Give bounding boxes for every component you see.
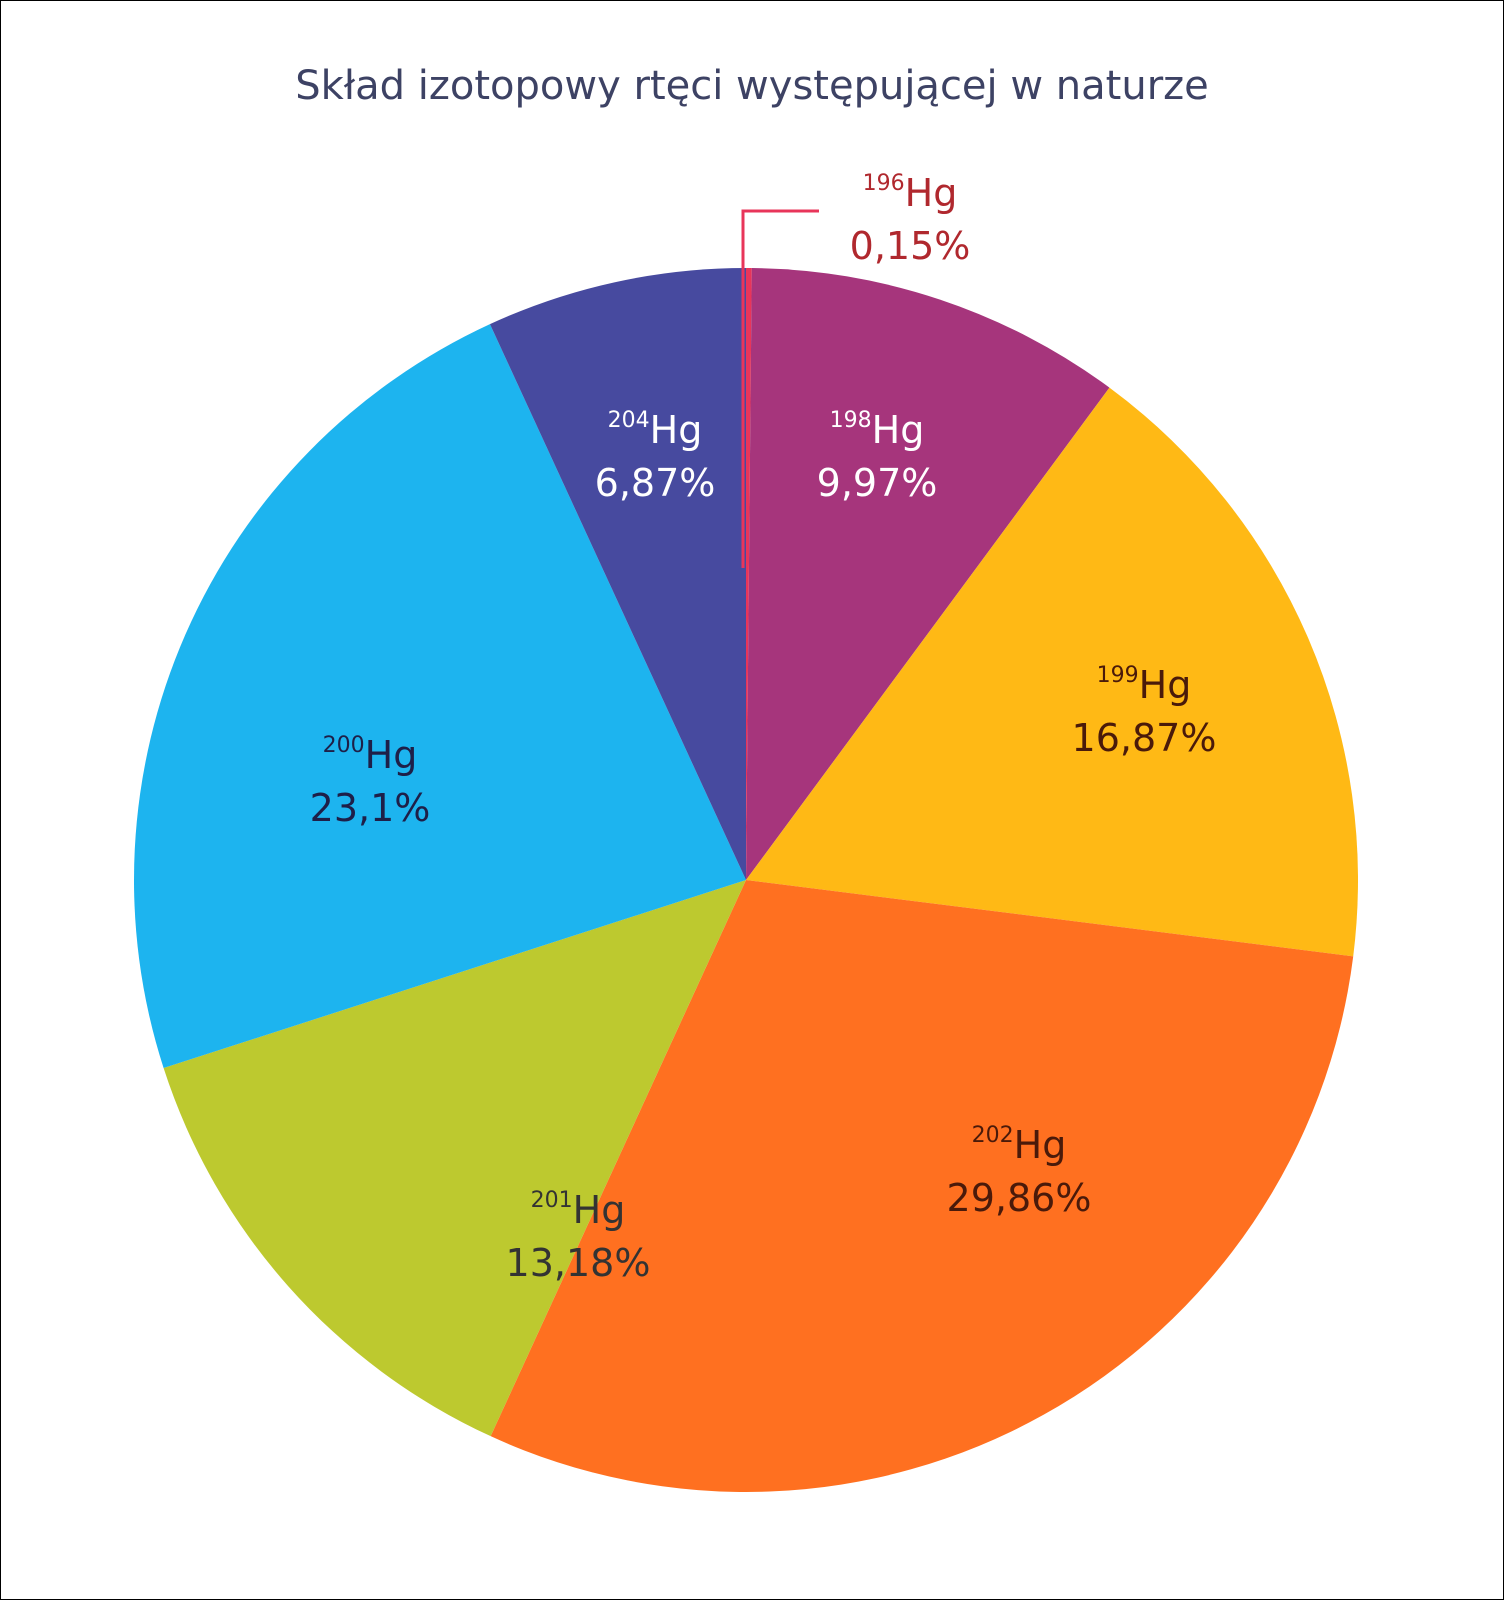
- pie-slice-200hg: [134, 324, 747, 1069]
- mass-number: 198: [830, 408, 872, 433]
- pie-slice-199hg: [746, 387, 1358, 957]
- pie-slice-201hg: [163, 880, 746, 1437]
- element-symbol: Hg: [1139, 663, 1192, 707]
- mass-number: 201: [531, 1188, 573, 1213]
- isotope-label-204: 204Hg: [608, 408, 703, 452]
- element-symbol: Hg: [650, 408, 703, 452]
- percent-label-200: 23,1%: [310, 786, 431, 830]
- element-symbol: Hg: [905, 171, 958, 215]
- percent-label-204: 6,87%: [595, 461, 716, 505]
- pie-slice-198hg: [746, 268, 1110, 880]
- mass-number: 200: [323, 733, 365, 758]
- element-symbol: Hg: [1014, 1123, 1067, 1167]
- isotope-label-196: 196Hg: [863, 171, 958, 215]
- isotope-label-200: 200Hg: [323, 733, 418, 777]
- isotope-label-199: 199Hg: [1097, 663, 1192, 707]
- percent-label-199: 16,87%: [1072, 716, 1217, 760]
- percent-label-196: 0,15%: [850, 224, 971, 268]
- pie-slice-202hg: [490, 880, 1354, 1493]
- isotope-label-198: 198Hg: [830, 408, 925, 452]
- element-symbol: Hg: [872, 408, 925, 452]
- callout-line-196hg: [741, 209, 819, 568]
- mass-number: 202: [972, 1123, 1014, 1148]
- isotope-label-201: 201Hg: [531, 1188, 626, 1232]
- pie-slice-196hg: [746, 268, 752, 880]
- percent-label-198: 9,97%: [817, 461, 938, 505]
- percent-label-202: 29,86%: [947, 1176, 1092, 1220]
- mass-number: 196: [863, 171, 905, 196]
- pie-slice-204hg: [489, 268, 746, 880]
- mass-number: 199: [1097, 663, 1139, 688]
- chart-title: Skład izotopowy rtęci występującej w nat…: [295, 63, 1209, 109]
- percent-label-201: 13,18%: [506, 1241, 651, 1285]
- mass-number: 204: [608, 408, 650, 433]
- element-symbol: Hg: [365, 733, 418, 777]
- element-symbol: Hg: [573, 1188, 626, 1232]
- isotope-label-202: 202Hg: [972, 1123, 1067, 1167]
